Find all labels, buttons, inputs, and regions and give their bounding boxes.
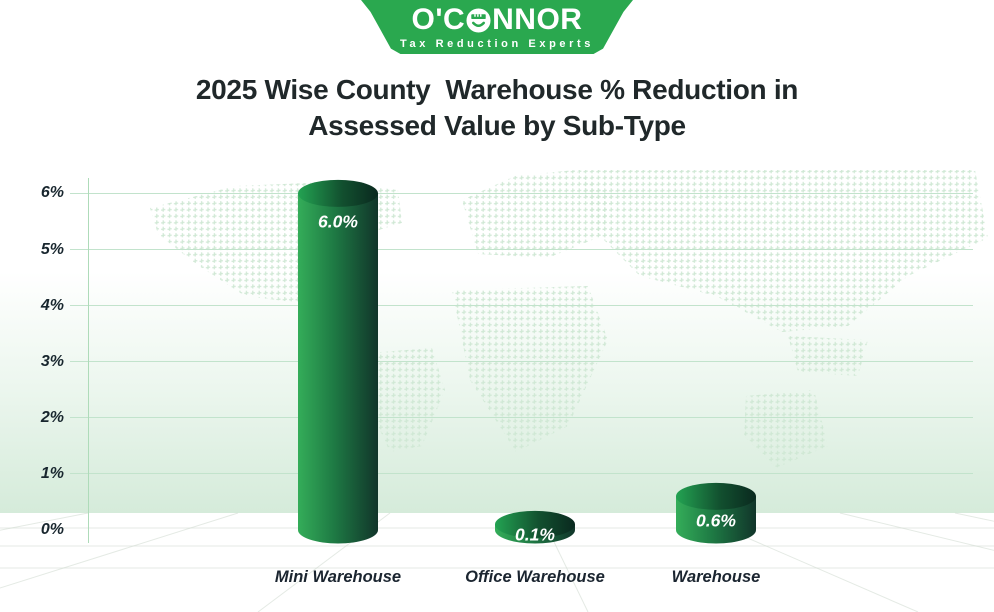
y-tick-label: 3% bbox=[40, 352, 64, 370]
category-label: Office Warehouse bbox=[465, 568, 605, 586]
y-tick-label: 5% bbox=[40, 240, 64, 258]
gridline-2% bbox=[70, 417, 973, 419]
map-se-asia bbox=[788, 336, 868, 376]
y-tick-label: 4% bbox=[40, 296, 64, 314]
logo-wordmark: O'C NNOR bbox=[411, 2, 583, 36]
map-africa bbox=[452, 286, 608, 452]
bar-cylinder-top bbox=[676, 482, 756, 510]
category-label: Warehouse bbox=[671, 568, 761, 586]
y-tick-label: 2% bbox=[40, 408, 64, 426]
bar-office-warehouse: 0.1% bbox=[495, 510, 575, 544]
y-tick-label: 1% bbox=[40, 464, 64, 482]
oconnor-logo-banner: O'C NNOR Tax Reduction Experts bbox=[361, 0, 633, 54]
logo-tagline: Tax Reduction Experts bbox=[400, 37, 594, 50]
map-asia bbox=[578, 170, 988, 332]
bar-value-label: 0.1% bbox=[515, 524, 555, 544]
bar-value-label: 6.0% bbox=[318, 211, 358, 231]
gridline-5% bbox=[70, 249, 973, 250]
logo-text-pre: O'C bbox=[411, 2, 466, 36]
chart-title: 2025 Wise County Warehouse % Reduction i… bbox=[195, 74, 799, 142]
bar-mini-warehouse: 6.0% bbox=[298, 179, 378, 544]
y-tick-label: 0% bbox=[40, 521, 64, 538]
gridline-4% bbox=[70, 305, 973, 307]
bar-value-label: 0.6% bbox=[696, 510, 736, 530]
y-axis-line bbox=[88, 178, 89, 543]
bar-warehouse: 0.6% bbox=[676, 482, 756, 544]
logo-ruler-o-icon bbox=[466, 8, 491, 33]
map-south-america bbox=[366, 348, 445, 452]
bar-cylinder-top bbox=[495, 510, 575, 538]
gridline-3% bbox=[70, 361, 973, 363]
gridline-6% bbox=[70, 192, 973, 194]
bar-cylinder-body bbox=[676, 496, 756, 544]
category-label: Mini Warehouse bbox=[274, 568, 402, 586]
y-tick-label: 6% bbox=[40, 184, 64, 202]
logo-text-post: NNOR bbox=[492, 2, 583, 36]
map-australia bbox=[744, 390, 828, 468]
bar-cylinder-body bbox=[298, 193, 378, 544]
gridline-1% bbox=[70, 473, 973, 475]
bar-cylinder-top bbox=[298, 179, 378, 207]
map-europe bbox=[462, 170, 612, 258]
